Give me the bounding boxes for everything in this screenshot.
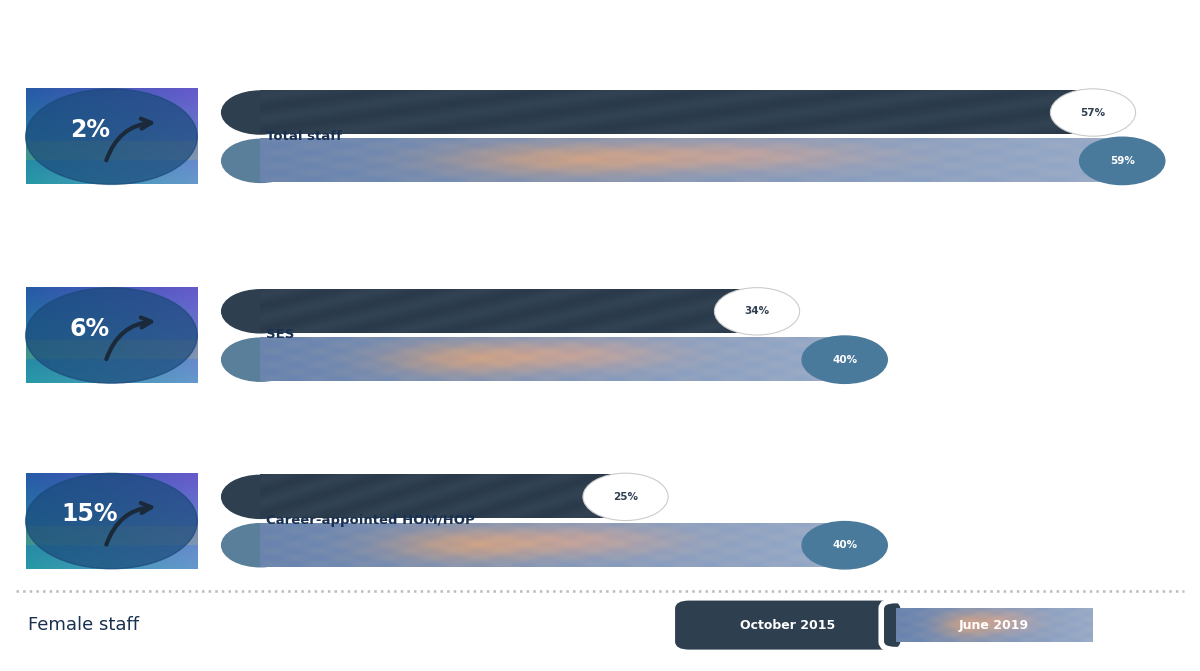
Circle shape <box>222 91 299 134</box>
Text: Career-appointed HOM/HOP: Career-appointed HOM/HOP <box>266 514 475 527</box>
Circle shape <box>222 523 299 567</box>
Circle shape <box>1050 89 1135 136</box>
Text: 40%: 40% <box>832 355 857 364</box>
Circle shape <box>587 475 665 519</box>
Circle shape <box>222 140 299 183</box>
Text: 25%: 25% <box>613 492 638 502</box>
Text: 2%: 2% <box>70 118 110 142</box>
Circle shape <box>222 290 299 333</box>
Circle shape <box>802 521 887 569</box>
Text: Female staff: Female staff <box>28 616 139 634</box>
Circle shape <box>802 336 887 383</box>
Text: 15%: 15% <box>61 503 119 527</box>
Circle shape <box>806 338 883 381</box>
Circle shape <box>222 475 299 519</box>
Text: October 2015: October 2015 <box>740 619 835 631</box>
Text: 57%: 57% <box>1080 107 1105 117</box>
Circle shape <box>583 473 668 521</box>
Circle shape <box>1084 140 1160 183</box>
Text: SES: SES <box>266 328 295 342</box>
Circle shape <box>714 288 799 335</box>
Circle shape <box>25 89 197 185</box>
Text: June 2019: June 2019 <box>959 619 1028 631</box>
Circle shape <box>719 290 796 333</box>
Text: 34%: 34% <box>744 307 769 316</box>
Circle shape <box>806 523 883 567</box>
Text: 40%: 40% <box>832 540 857 550</box>
Circle shape <box>25 288 197 383</box>
Circle shape <box>1055 91 1132 134</box>
FancyBboxPatch shape <box>676 601 900 650</box>
Text: 59%: 59% <box>1110 156 1135 166</box>
Circle shape <box>222 338 299 381</box>
Circle shape <box>1080 137 1165 185</box>
Circle shape <box>25 473 197 569</box>
Text: Total staff: Total staff <box>266 130 342 142</box>
Text: 6%: 6% <box>70 317 110 341</box>
